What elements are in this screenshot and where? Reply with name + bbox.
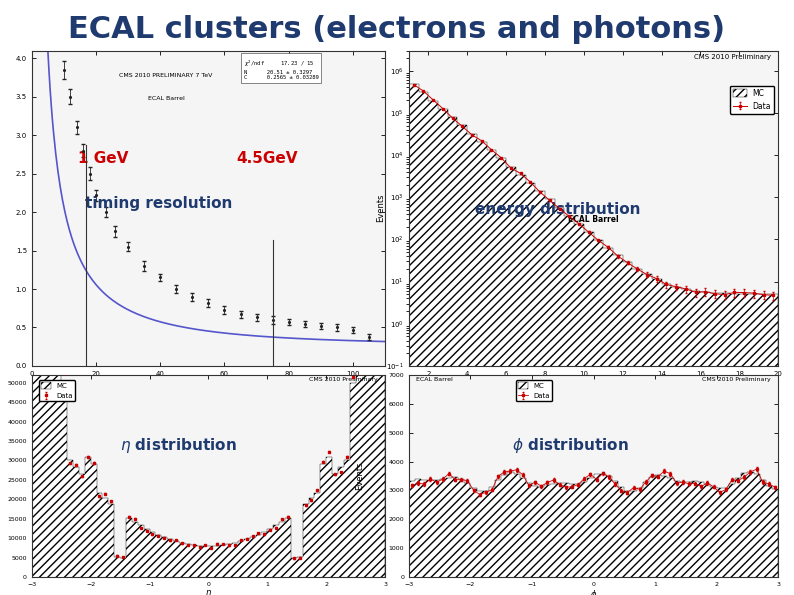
Text: CMS 2010 Preliminary: CMS 2010 Preliminary [310, 377, 378, 382]
Text: energy distribution: energy distribution [476, 202, 641, 217]
Text: timing resolution: timing resolution [85, 196, 232, 211]
Y-axis label: Events: Events [376, 194, 385, 223]
Y-axis label: Events: Events [356, 462, 364, 490]
Legend: MC, Data: MC, Data [516, 380, 553, 402]
Text: $\phi$ distribution: $\phi$ distribution [512, 436, 630, 455]
X-axis label: $\eta$: $\eta$ [205, 588, 212, 595]
Text: ECAL Barrel: ECAL Barrel [569, 215, 619, 224]
Legend: MC, Data: MC, Data [730, 86, 774, 114]
Text: 4.5GeV: 4.5GeV [237, 152, 299, 167]
Text: $\chi^2$/ndf     17.23 / 15
N      20.51 ± 0.3297
C      0.2565 ± 0.03289: $\chi^2$/ndf 17.23 / 15 N 20.51 ± 0.3297… [244, 58, 318, 80]
Text: ECAL Barrel: ECAL Barrel [416, 377, 453, 382]
Text: 1 GeV: 1 GeV [78, 152, 128, 167]
X-axis label: $\phi$: $\phi$ [590, 588, 597, 595]
Text: CMS 2010 PRELIMINARY 7 TeV: CMS 2010 PRELIMINARY 7 TeV [119, 73, 213, 78]
Text: $\eta$ distribution: $\eta$ distribution [120, 436, 237, 455]
Text: ECAL clusters (electrons and photons): ECAL clusters (electrons and photons) [68, 15, 726, 44]
Text: ECAL Barrel: ECAL Barrel [148, 96, 184, 101]
X-axis label: $A_{eff}/\sigma_N$: $A_{eff}/\sigma_N$ [195, 378, 222, 391]
Text: CMS 2010 Preliminary: CMS 2010 Preliminary [694, 54, 771, 60]
Text: CMS 2010 Preliminary: CMS 2010 Preliminary [702, 377, 771, 382]
Legend: MC, Data: MC, Data [39, 380, 75, 402]
X-axis label: energy (GeV): energy (GeV) [565, 378, 622, 387]
